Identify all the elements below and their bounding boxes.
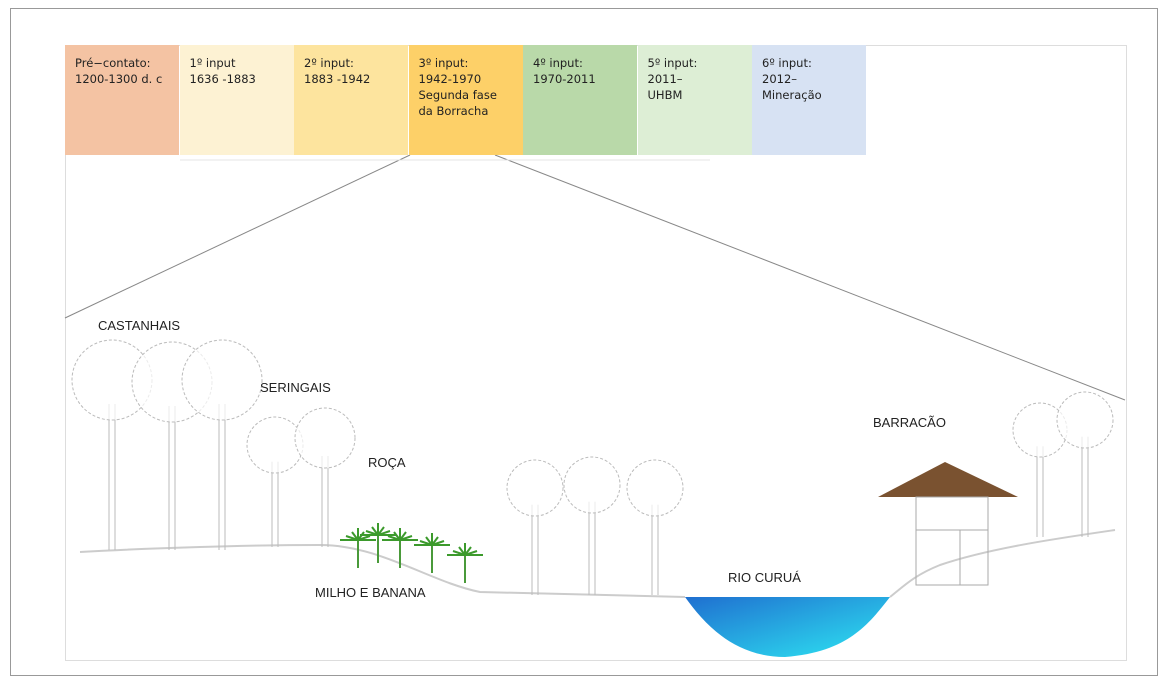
timeline-text: UHBM	[648, 87, 742, 103]
tree-crown	[182, 340, 262, 420]
timeline-text: 3º input:	[419, 55, 513, 71]
zoom-line	[495, 155, 1125, 400]
timeline-text: 5º input:	[648, 55, 742, 71]
timeline-text: Pré−contato:	[75, 55, 169, 71]
label: BARRACÃO	[873, 415, 946, 430]
timeline-box: Pré−contato:1200-1300 d. c	[65, 45, 179, 155]
page: CASTANHAIS SERINGAIS ROÇA MILHO E BANANA…	[0, 0, 1165, 686]
tree-crown	[247, 417, 303, 473]
timeline-text: 1200-1300 d. c	[75, 71, 169, 87]
timeline-box: 5º input:2011–UHBM	[638, 45, 752, 155]
tree-crown	[564, 457, 620, 513]
timeline-text: 4º input:	[533, 55, 627, 71]
timeline-box: 4º input:1970-2011	[523, 45, 637, 155]
tree-crown	[627, 460, 683, 516]
timeline-text: 2º input:	[304, 55, 398, 71]
timeline-text: 1970-2011	[533, 71, 627, 87]
timeline-box: 2º input:1883 -1942	[294, 45, 408, 155]
label: MILHO E BANANA	[315, 585, 426, 600]
tree-crown	[295, 408, 355, 468]
scenery	[65, 155, 1125, 657]
timeline-text: da Borracha	[419, 103, 513, 119]
timeline-text: 1636 -1883	[190, 71, 284, 87]
label: RIO CURUÁ	[728, 570, 801, 585]
timeline-text: 1º input	[190, 55, 284, 71]
timeline-box: 6º input:2012–Mineração	[752, 45, 866, 155]
timeline-text: 1942-1970	[419, 71, 513, 87]
zoom-line	[65, 155, 410, 318]
timeline-text: 2012–	[762, 71, 856, 87]
label: SERINGAIS	[260, 380, 331, 395]
label: CASTANHAIS	[98, 318, 180, 333]
timeline-text: Segunda fase	[419, 87, 513, 103]
roof	[878, 462, 1018, 497]
timeline-text: 1883 -1942	[304, 71, 398, 87]
timeline-text: Mineração	[762, 87, 856, 103]
river	[685, 597, 890, 657]
tree-crown	[1057, 392, 1113, 448]
timeline-text: 6º input:	[762, 55, 856, 71]
tree-crown	[507, 460, 563, 516]
timeline-text: 2011–	[648, 71, 742, 87]
label: ROÇA	[368, 455, 406, 470]
